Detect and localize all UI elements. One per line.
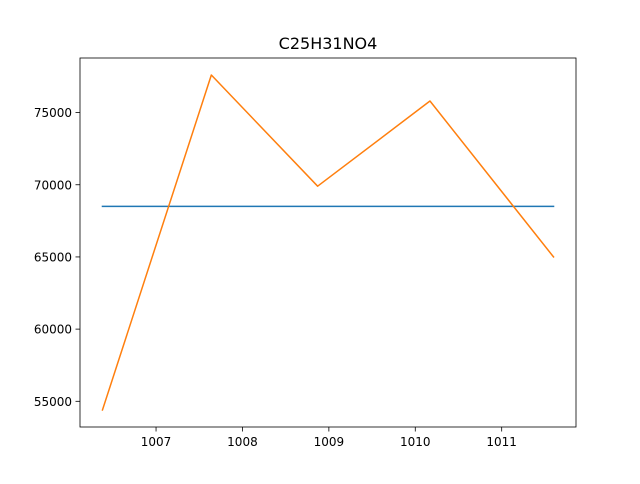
x-tick-label: 1011: [486, 435, 517, 449]
y-tick-label: 60000: [34, 323, 72, 337]
x-tick-label: 1007: [141, 435, 172, 449]
y-tick-label: 55000: [34, 395, 72, 409]
y-tick-label: 75000: [34, 106, 72, 120]
y-tick-label: 65000: [34, 250, 72, 264]
series-line-2: [101, 74, 555, 411]
x-tick-label: 1008: [227, 435, 258, 449]
plot-area: 1007 1008 1009 1010 1011 55000 60000 65000 70000…: [34, 57, 577, 449]
axes-frame: [79, 57, 577, 428]
chart-title: C25H31NO4: [279, 34, 378, 53]
x-tick-label: 1009: [314, 435, 345, 449]
y-tick-label: 70000: [34, 178, 72, 192]
x-tick-label: 1010: [400, 435, 431, 449]
